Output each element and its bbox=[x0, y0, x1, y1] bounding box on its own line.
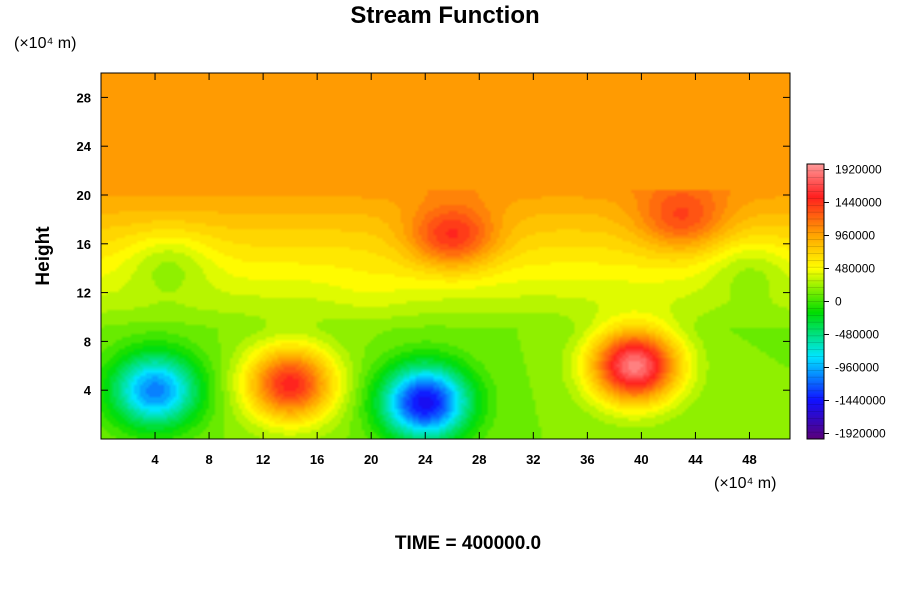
y-tick-label: 24 bbox=[77, 139, 92, 154]
plot-frame bbox=[100, 72, 791, 440]
colorbar-tick-label: -480000 bbox=[835, 328, 879, 342]
x-tick-label: 16 bbox=[310, 452, 324, 467]
y-ticks: 4 8 12 16 20 24 28 bbox=[77, 90, 790, 398]
y-tick-label: 20 bbox=[77, 188, 91, 203]
x-tick-label: 40 bbox=[634, 452, 648, 467]
x-unit-label: (×10⁴ m) bbox=[714, 475, 776, 492]
colorbar-tick-label: 480000 bbox=[835, 262, 875, 276]
x-tick-label: 44 bbox=[688, 452, 703, 467]
y-tick-label: 28 bbox=[77, 90, 91, 105]
x-ticks: 4 8 12 16 20 24 28 32 36 40 44 48 bbox=[151, 73, 757, 467]
y-tick-label: 12 bbox=[77, 286, 91, 301]
x-tick-label: 24 bbox=[418, 452, 433, 467]
colorbar-tick-label: 1440000 bbox=[835, 196, 882, 210]
colorbar-tick-label: 960000 bbox=[835, 229, 875, 243]
colorbar-tick-label: -1440000 bbox=[835, 394, 886, 408]
x-tick-label: 28 bbox=[472, 452, 486, 467]
colorbar-tick-label: -960000 bbox=[835, 361, 879, 375]
colorbar-tick-label: 0 bbox=[835, 295, 842, 309]
time-label: TIME = 400000.0 bbox=[395, 533, 541, 554]
colorbar-tick-label: -1920000 bbox=[835, 427, 886, 441]
chart-title: Stream Function bbox=[350, 2, 539, 29]
x-tick-label: 36 bbox=[580, 452, 594, 467]
y-tick-label: 8 bbox=[84, 334, 91, 349]
y-tick-label: 4 bbox=[84, 383, 92, 398]
y-axis-label: Height bbox=[33, 226, 54, 286]
x-tick-label: 48 bbox=[742, 452, 756, 467]
heatmap-field bbox=[101, 73, 790, 439]
colorbar: 1920000 1440000 960000 480000 0 -480000 -96000… bbox=[806, 163, 886, 441]
y-unit-label: (×10⁴ m) bbox=[14, 35, 76, 52]
y-tick-label: 16 bbox=[77, 237, 91, 252]
colorbar-ticks: 1920000 1440000 960000 480000 0 -480000 -96000… bbox=[807, 163, 886, 441]
x-tick-label: 32 bbox=[526, 452, 540, 467]
x-tick-label: 4 bbox=[151, 452, 159, 467]
x-tick-label: 12 bbox=[256, 452, 270, 467]
x-tick-label: 20 bbox=[364, 452, 378, 467]
colorbar-tick-label: 1920000 bbox=[835, 163, 882, 177]
x-tick-label: 8 bbox=[205, 452, 212, 467]
